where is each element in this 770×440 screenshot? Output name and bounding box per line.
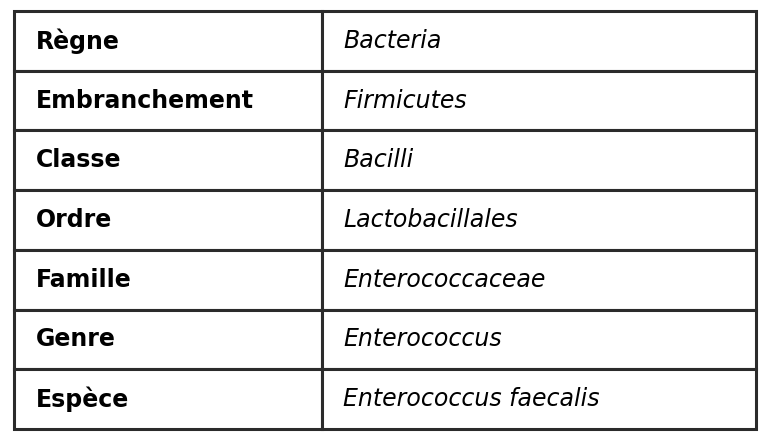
Text: Ordre: Ordre [35, 208, 112, 232]
Bar [14, 310, 322, 369]
Text: Lactobacillales: Lactobacillales [343, 208, 518, 232]
Bar [322, 250, 756, 310]
Text: Espèce: Espèce [35, 386, 129, 412]
Bar [14, 130, 322, 190]
Text: Embranchement: Embranchement [35, 88, 253, 113]
Text: Classe: Classe [35, 148, 121, 172]
Bar [14, 11, 322, 71]
Text: Bacilli: Bacilli [343, 148, 413, 172]
Text: Bacteria: Bacteria [343, 29, 442, 53]
Text: Famille: Famille [35, 268, 131, 292]
Text: Enterococcaceae: Enterococcaceae [343, 268, 546, 292]
Text: Enterococcus: Enterococcus [343, 327, 502, 352]
Bar [322, 130, 756, 190]
Bar [322, 190, 756, 250]
Bar [322, 310, 756, 369]
Text: Firmicutes: Firmicutes [343, 88, 467, 113]
Bar [322, 11, 756, 71]
Text: Enterococcus faecalis: Enterococcus faecalis [343, 387, 600, 411]
Bar [14, 190, 322, 250]
Text: Genre: Genre [35, 327, 116, 352]
Bar [322, 369, 756, 429]
Bar [14, 250, 322, 310]
Bar [14, 369, 322, 429]
Bar [322, 71, 756, 130]
Text: Règne: Règne [35, 28, 119, 54]
Bar [14, 71, 322, 130]
